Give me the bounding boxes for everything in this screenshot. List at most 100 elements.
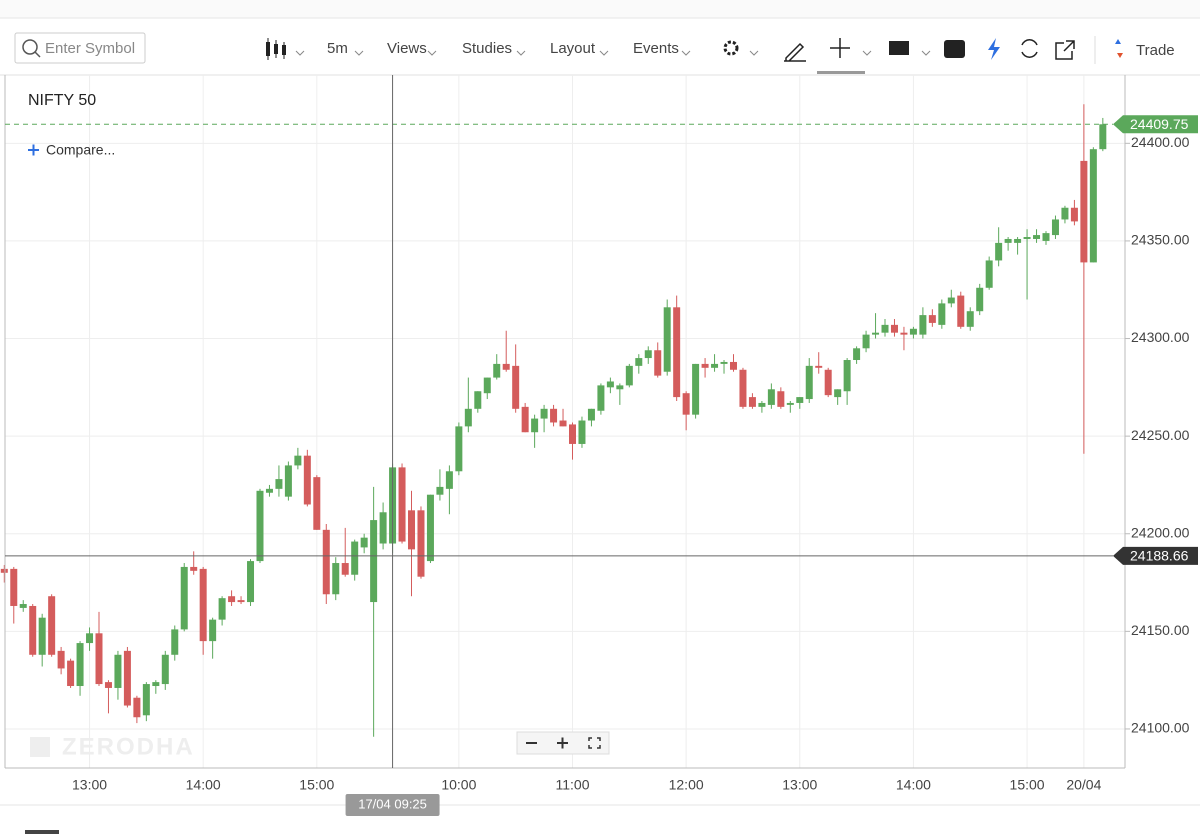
candle-body [0, 568, 8, 573]
crosshair-icon[interactable] [830, 38, 850, 58]
candle-body [29, 605, 37, 655]
candle-body [559, 420, 567, 427]
candle-body [654, 350, 662, 376]
fullscreen[interactable] [588, 737, 601, 749]
candle-body [976, 287, 984, 312]
candle-body [635, 358, 643, 366]
search-placeholder: Enter Symbol [45, 40, 135, 57]
list-icon[interactable] [944, 40, 965, 58]
candle-body [957, 295, 965, 327]
candle-body [370, 520, 378, 603]
crosshair-price-label: 24188.66 [1130, 548, 1189, 564]
candle-body [445, 471, 453, 489]
y-tick-label: 24100.00 [1131, 720, 1190, 736]
candle-body [540, 408, 548, 419]
candle-body [142, 684, 150, 716]
candle-body [417, 510, 425, 577]
active-tool [817, 71, 865, 74]
candle-body [1070, 207, 1078, 222]
candle-body [682, 393, 690, 415]
candle-body [777, 391, 785, 407]
candle-body [275, 479, 283, 489]
candle-body [426, 494, 434, 562]
settings-icon[interactable] [723, 40, 739, 56]
compare-button[interactable]: Compare... [46, 142, 115, 158]
menu[interactable]: Studies [462, 40, 512, 57]
comment-icon[interactable] [889, 41, 909, 55]
y-tick-label: 24200.00 [1131, 524, 1190, 540]
candle-body [805, 365, 813, 400]
trade-icon [1117, 53, 1123, 58]
candle-body [114, 654, 122, 688]
popout-icon[interactable] [1055, 40, 1075, 60]
search-box[interactable] [14, 32, 146, 64]
candle-body [796, 397, 804, 403]
candle-body [673, 307, 681, 398]
x-tick-label: 13:00 [782, 777, 817, 793]
candle-body [265, 488, 273, 493]
candle-body [86, 633, 94, 644]
candle-body [928, 315, 936, 323]
dropdown-carets [295, 50, 931, 56]
candle-body [729, 361, 737, 370]
candle-body [900, 332, 908, 335]
candle-body [341, 563, 349, 575]
y-tick-label: 24400.00 [1131, 134, 1190, 150]
candle-body [398, 467, 406, 542]
trade-button[interactable]: Trade [1136, 42, 1175, 59]
x-tick-label: 13:00 [72, 777, 107, 793]
refresh-icon[interactable] [1021, 39, 1038, 58]
candle-body [625, 365, 633, 386]
candle-body [455, 426, 463, 472]
candle-body [228, 596, 236, 603]
candle-body [531, 418, 539, 433]
draw-icon[interactable] [784, 42, 806, 62]
candle-body [493, 363, 501, 378]
last-price-tag [1113, 115, 1198, 134]
crosshair-time-label: 17/04 09:25 [358, 796, 427, 811]
watermark-logo [30, 737, 50, 757]
plot [0, 75, 1125, 768]
watermark: ZERODHA [62, 733, 195, 760]
candle-body [436, 486, 444, 495]
compare-plus[interactable] [28, 144, 39, 156]
flash-icon[interactable] [988, 38, 1000, 60]
candle-body [881, 324, 889, 333]
candle-body [1004, 238, 1012, 243]
candle-body [862, 334, 870, 349]
candle-body [701, 363, 709, 368]
menu[interactable]: Layout [550, 40, 596, 57]
candle-body [313, 477, 321, 530]
trade-icon [1115, 39, 1121, 44]
x-tick-label: 10:00 [441, 777, 476, 793]
menu[interactable]: Events [633, 40, 679, 57]
candle-body [995, 242, 1003, 261]
candle-body [104, 682, 112, 688]
candle-body [1033, 235, 1041, 239]
candle-body [569, 424, 576, 444]
candle-body [909, 328, 917, 335]
zoom-in[interactable] [557, 737, 568, 749]
candle-body [1023, 237, 1031, 239]
candle-body [379, 512, 387, 544]
candle-body [190, 566, 198, 571]
candle-body [748, 397, 756, 407]
interval-menu[interactable]: 5m [327, 40, 348, 57]
candle-body [408, 510, 416, 550]
candle-body [284, 465, 292, 497]
search-icon [34, 51, 41, 58]
candle-body [815, 365, 823, 368]
candle-body [502, 363, 510, 370]
candle-body [483, 377, 491, 394]
candle-body [133, 697, 141, 718]
candle-body [180, 566, 188, 630]
candle-body [474, 391, 482, 409]
candle-body [199, 568, 207, 642]
candle-body [938, 303, 946, 325]
candle-body [767, 389, 775, 405]
candle-icon[interactable] [266, 38, 286, 60]
candle-body [663, 307, 671, 372]
candle-body [464, 408, 472, 427]
menu[interactable]: Views [387, 40, 427, 57]
candle-body [57, 650, 65, 669]
